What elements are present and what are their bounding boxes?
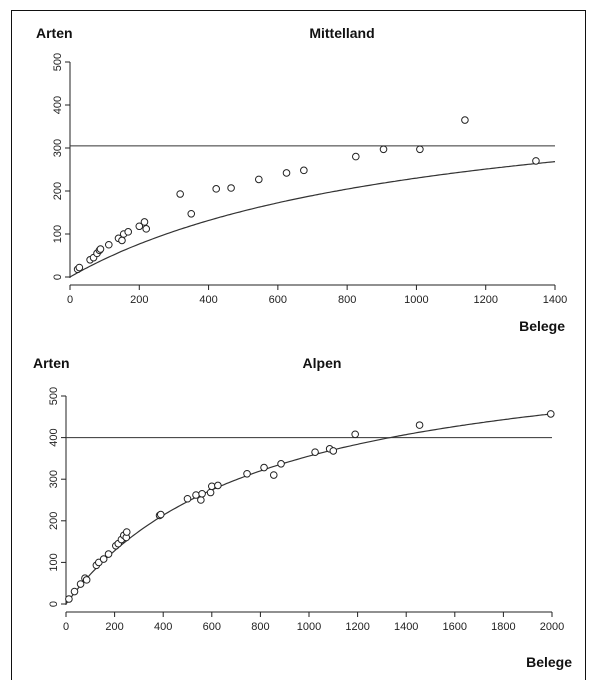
chart2-y-tick-label: 200 xyxy=(48,512,60,530)
chart2-data-point xyxy=(76,580,85,588)
chart1-x-tick-label: 800 xyxy=(338,294,356,306)
chart2-data-point xyxy=(156,510,165,519)
chart2-y-tick-label: 300 xyxy=(48,470,60,488)
chart2-data-point xyxy=(206,488,215,497)
chart2-data-point xyxy=(214,481,222,490)
chart1-data-point xyxy=(96,245,105,253)
chart1-data-point xyxy=(187,209,196,218)
chart1-x-tick-label: 400 xyxy=(199,294,217,306)
chart2-data-point xyxy=(546,410,555,418)
chart1-data-point xyxy=(255,175,263,184)
chart1-data-point xyxy=(282,169,291,177)
chart1-data-point xyxy=(142,225,151,233)
chart1-data-point xyxy=(176,190,184,198)
figure-frame xyxy=(11,10,586,680)
chart1-x-tick-label: 0 xyxy=(67,294,73,306)
chart2-data-point xyxy=(70,587,79,596)
chart2-fit-curve xyxy=(65,413,553,605)
chart1-x-tick-label: 200 xyxy=(130,294,148,306)
chart2-ylabel: Arten xyxy=(33,355,70,371)
chart2-title: Alpen xyxy=(303,355,342,371)
chart1-ylabel: Arten xyxy=(36,25,73,41)
chart1-x-tick-label: 600 xyxy=(269,294,287,306)
chart1-x-tick-label: 1200 xyxy=(473,294,497,306)
chart1-y-tick-label: 200 xyxy=(52,182,64,200)
chart1-data-point xyxy=(461,116,469,124)
chart1-plot: 0 100 200 300 400 500 0 200 400 600 800 1000 1200 140… xyxy=(52,53,567,306)
chart2-x-tick-label: 1000 xyxy=(297,621,321,633)
chart1-xlabel: Belege xyxy=(519,318,565,334)
chart2-x-tick-label: 200 xyxy=(105,621,123,633)
chart2-data-point xyxy=(260,463,268,472)
chart2-x-tick-label: 2000 xyxy=(540,621,564,633)
chart1-title: Mittelland xyxy=(309,25,374,41)
chart1-y-tick-label: 100 xyxy=(52,225,64,243)
chart1-data-point xyxy=(75,263,84,272)
chart2-data-point xyxy=(104,550,113,558)
chart2-x-tick-label: 1200 xyxy=(345,621,369,633)
chart2-data-point xyxy=(122,528,131,536)
chart2-data-point xyxy=(329,447,338,455)
chart2-x-tick-label: 0 xyxy=(63,621,69,633)
chart2-y-tick-label: 400 xyxy=(48,428,60,446)
chart1-data-point xyxy=(212,185,220,193)
chart2-x-tick-label: 1800 xyxy=(491,621,515,633)
chart2-x-tick-label: 1600 xyxy=(443,621,467,633)
chart2-x-tick-label: 400 xyxy=(154,621,172,633)
chart2-data-point xyxy=(65,595,73,603)
chart1-data-point xyxy=(532,157,540,165)
chart1-y-tick-label: 0 xyxy=(52,274,64,280)
chart1-data-point xyxy=(124,228,132,236)
chart1-fit-curve xyxy=(69,161,556,278)
chart2-data-point xyxy=(277,460,285,468)
chart1-y-tick-label: 300 xyxy=(52,139,64,157)
chart1-data-point xyxy=(352,152,360,161)
chart1-data-point xyxy=(105,240,113,249)
chart2-y-tick-label: 100 xyxy=(48,553,60,571)
chart2-data-point xyxy=(311,448,319,456)
chart1-y-tick-label: 500 xyxy=(52,53,64,71)
chart2-y-tick-label: 500 xyxy=(48,387,60,405)
chart1-data-point xyxy=(140,218,149,226)
chart1-data-point xyxy=(118,236,126,245)
chart2-data-point xyxy=(243,469,251,478)
chart2-data-point xyxy=(82,576,91,584)
chart1-data-point xyxy=(416,145,424,154)
chart1-y-tick-label: 400 xyxy=(52,96,64,114)
chart2-data-point xyxy=(99,555,108,563)
chart2-data-point xyxy=(198,489,206,498)
chart2-data-point xyxy=(415,421,424,429)
chart2-xlabel: Belege xyxy=(526,654,572,670)
chart2-data-point xyxy=(269,471,278,479)
chart2-y-tick-label: 0 xyxy=(48,601,60,607)
chart2-plot: 0 100 200 300 400 500 0 200 400 600 800 1000 1200 140… xyxy=(48,387,564,633)
chart1-data-point xyxy=(379,145,388,154)
chart1-data-point xyxy=(135,222,144,231)
chart2-data-point xyxy=(183,494,192,503)
chart2-data-point xyxy=(351,430,359,439)
chart2-x-tick-label: 800 xyxy=(251,621,269,633)
chart2-x-tick-label: 1400 xyxy=(394,621,418,633)
chart2-data-point xyxy=(208,482,216,491)
chart1-data-point xyxy=(300,166,308,175)
chart1-x-tick-label: 1400 xyxy=(543,294,567,306)
chart2-data-point xyxy=(197,496,205,504)
chart1-x-tick-label: 1000 xyxy=(404,294,428,306)
chart2-x-tick-label: 600 xyxy=(203,621,221,633)
chart1-data-point xyxy=(227,184,235,192)
